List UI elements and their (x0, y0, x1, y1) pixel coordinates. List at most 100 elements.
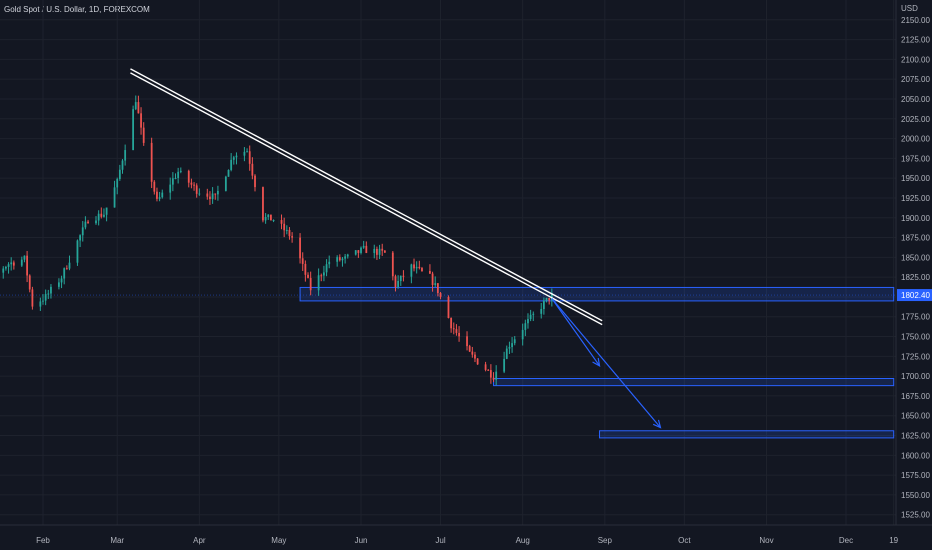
candle-body (468, 346, 471, 352)
y-tick-label: 1600.00 (901, 451, 930, 460)
candle-body (495, 371, 498, 380)
candle-body (341, 258, 344, 261)
candle-body (190, 182, 193, 185)
y-tick-label: 2125.00 (901, 36, 930, 45)
price-tag-box (897, 289, 932, 302)
currency-label: USD (901, 4, 918, 13)
candles (2, 95, 553, 386)
x-tick-label: Sep (598, 536, 613, 545)
x-tick-label: Feb (36, 536, 50, 545)
candle-body (103, 214, 105, 217)
candle-body (346, 254, 349, 257)
support-zone[interactable] (493, 378, 895, 387)
candle-body (156, 191, 158, 199)
candle-body (28, 275, 31, 290)
candle-body (285, 229, 288, 231)
x-tick-label: Nov (759, 536, 773, 545)
candle-body (118, 169, 121, 179)
candle-body (209, 196, 211, 200)
candle-body (429, 270, 431, 274)
candle-body (140, 113, 142, 128)
candle-body (545, 298, 548, 301)
candle-body (79, 235, 82, 241)
candle-body (532, 313, 535, 315)
time-axis[interactable]: Feb Mar Apr May Jun Jul Aug Sep Oct Nov Dec 19 (36, 536, 899, 545)
candle-body (60, 278, 63, 283)
candle-body (450, 318, 453, 329)
y-tick-label: 2150.00 (901, 16, 930, 25)
candle-body (150, 142, 153, 182)
y-tick-label: 1975.00 (901, 154, 930, 163)
y-tick-label: 1950.00 (901, 174, 930, 183)
candle-body (87, 221, 89, 224)
candle-body (503, 358, 506, 372)
y-tick-label: 2025.00 (901, 115, 930, 124)
candle-body (121, 160, 124, 170)
candle-body (365, 245, 368, 253)
candle-body (142, 127, 145, 143)
candle-body (471, 351, 474, 355)
trendline[interactable] (130, 72, 603, 326)
candle-body (232, 157, 235, 160)
candle-body (195, 185, 198, 194)
candle-body (105, 207, 108, 215)
candle-body (171, 178, 174, 185)
candle-body (31, 289, 34, 307)
candle-body (47, 293, 50, 295)
candle-body (373, 248, 376, 253)
candle-body (254, 175, 256, 188)
candle-body (391, 252, 394, 277)
candle-body (434, 283, 437, 285)
candle-body (63, 268, 66, 279)
candle-body (153, 181, 156, 192)
candle-body (474, 354, 476, 359)
x-tick-label: Apr (193, 536, 206, 545)
candle-body (548, 298, 551, 301)
x-tick-label: Oct (678, 536, 691, 545)
candle-body (362, 245, 365, 248)
candle-body (272, 220, 275, 222)
projection-arrow[interactable] (551, 298, 601, 367)
drawings (130, 68, 662, 429)
y-tick-label: 1575.00 (901, 471, 930, 480)
candle-body (328, 261, 331, 265)
candle-body (270, 214, 272, 221)
price-tag-label: 1802.40 (901, 291, 930, 300)
candle-body (217, 190, 219, 195)
candle-body (20, 259, 23, 266)
candle-body (177, 171, 180, 178)
candle-body (227, 169, 230, 177)
price-axis[interactable]: USD 1525.00 1550.00 1575.00 1600.00 1625.00 16… (901, 4, 930, 520)
candle-body (206, 193, 209, 197)
y-tick-label: 1675.00 (901, 392, 930, 401)
support-zone[interactable] (599, 430, 895, 439)
candle-body (524, 323, 527, 330)
candle-body (325, 264, 328, 273)
trendline[interactable] (130, 68, 603, 322)
candle-body (248, 151, 251, 164)
candle-body (399, 275, 402, 282)
candle-body (161, 192, 164, 198)
projection-arrow[interactable] (551, 298, 661, 428)
candle-body (529, 314, 532, 320)
candle-body (288, 229, 291, 237)
candle-body (262, 187, 264, 221)
x-tick-label: Jul (435, 536, 445, 545)
candle-body (134, 102, 137, 110)
candle-body (476, 358, 479, 365)
y-tick-label: 1650.00 (901, 412, 930, 421)
candle-body (243, 151, 246, 156)
candle-body (12, 262, 15, 266)
candle-body (320, 275, 323, 277)
candle-body (484, 364, 487, 370)
support-zone[interactable] (299, 286, 895, 302)
candle-body (421, 268, 423, 271)
candle-body (299, 237, 301, 259)
y-tick-label: 1850.00 (901, 253, 930, 262)
candle-body (492, 377, 495, 380)
y-tick-label: 1525.00 (901, 511, 930, 520)
y-tick-label: 1700.00 (901, 372, 930, 381)
arrow-head (652, 419, 662, 429)
candle-body (550, 292, 553, 301)
